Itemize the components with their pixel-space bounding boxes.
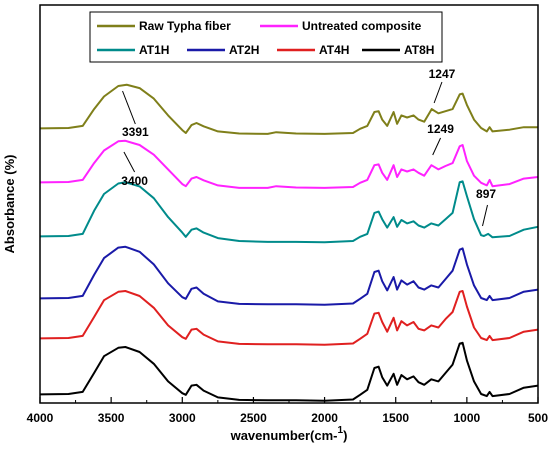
x-axis: 4000 3500 3000 2500 2000 1500 1000 500 — [27, 397, 548, 425]
series-layer — [39, 83, 539, 402]
annotation-label: 1249 — [427, 122, 454, 136]
x-axis-title: wavenumber(cm-1) — [230, 425, 348, 443]
legend-label: AT8H — [404, 43, 434, 57]
annotation-label: 897 — [476, 187, 496, 201]
legend-label: AT1H — [139, 43, 169, 57]
x-tick-label: 4000 — [27, 411, 54, 425]
annotation-label: 3400 — [121, 174, 148, 188]
annotation-arrow — [432, 137, 441, 156]
x-tick-label: 500 — [528, 411, 548, 425]
x-tick-label: 3000 — [169, 411, 196, 425]
annotation-arrow — [123, 151, 136, 173]
annotation-label: 1247 — [429, 67, 456, 81]
annotation-label: 3391 — [122, 125, 149, 139]
x-tick-label: 1000 — [454, 411, 481, 425]
annotation-arrow — [433, 81, 443, 104]
x-tick-label: 2000 — [311, 411, 338, 425]
x-tick-label: 2500 — [240, 411, 267, 425]
series-line-at8h — [39, 341, 539, 402]
legend-label: Raw Typha fiber — [139, 19, 231, 33]
series-line-at4h — [39, 290, 539, 346]
x-axis-title-main: wavenumber(cm- — [230, 428, 338, 443]
annotation-arrow — [482, 204, 488, 227]
annotations: 3391 1247 3400 1249 897 — [121, 67, 496, 227]
legend-label: AT2H — [229, 43, 259, 57]
x-axis-title-sup: 1 — [338, 425, 344, 436]
series-line-at1h — [39, 180, 539, 244]
legend: Raw Typha fiber Untreated composite AT1H AT… — [89, 11, 443, 63]
series-line-at2h — [39, 245, 539, 306]
legend-box — [89, 11, 443, 63]
series-line-untreated-composite — [39, 139, 539, 189]
legend-label: Untreated composite — [302, 19, 422, 33]
legend-entries: Raw Typha fiber Untreated composite AT1H AT… — [97, 19, 434, 57]
series-line-raw-typha-fiber — [39, 83, 538, 135]
x-axis-title-close: ) — [343, 428, 347, 443]
y-axis-title: Absorbance (%) — [2, 155, 17, 254]
annotation-arrow — [122, 90, 136, 125]
x-tick-label: 1500 — [382, 411, 409, 425]
x-tick-label: 3500 — [98, 411, 125, 425]
legend-label: AT4H — [319, 43, 349, 57]
